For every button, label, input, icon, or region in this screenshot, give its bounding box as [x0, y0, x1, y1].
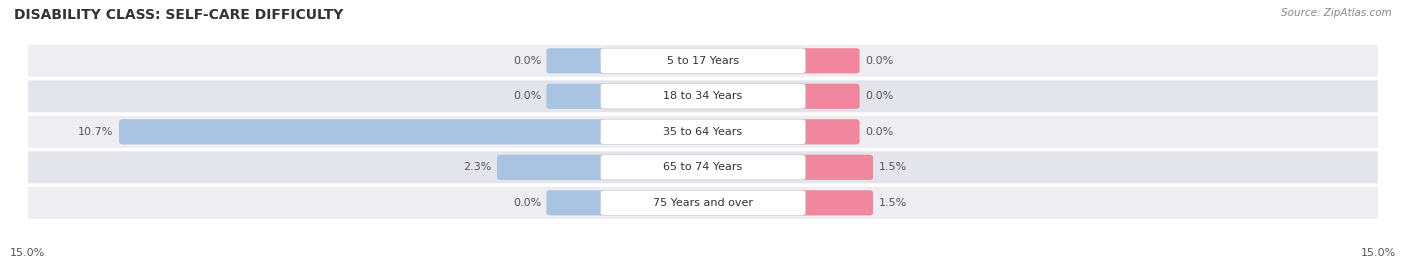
FancyBboxPatch shape: [600, 190, 806, 215]
FancyBboxPatch shape: [799, 119, 859, 144]
FancyBboxPatch shape: [28, 45, 1378, 77]
Text: Source: ZipAtlas.com: Source: ZipAtlas.com: [1281, 8, 1392, 18]
FancyBboxPatch shape: [799, 84, 859, 109]
Text: 1.5%: 1.5%: [879, 198, 907, 208]
Text: 75 Years and over: 75 Years and over: [652, 198, 754, 208]
FancyBboxPatch shape: [600, 155, 806, 180]
FancyBboxPatch shape: [547, 48, 607, 73]
Text: 65 to 74 Years: 65 to 74 Years: [664, 162, 742, 172]
FancyBboxPatch shape: [600, 119, 806, 144]
Text: 0.0%: 0.0%: [513, 198, 541, 208]
Text: 0.0%: 0.0%: [513, 91, 541, 101]
Text: 0.0%: 0.0%: [865, 91, 893, 101]
Text: 15.0%: 15.0%: [1361, 248, 1396, 258]
FancyBboxPatch shape: [28, 151, 1378, 183]
FancyBboxPatch shape: [496, 155, 607, 180]
Text: 0.0%: 0.0%: [865, 127, 893, 137]
Text: 15.0%: 15.0%: [10, 248, 45, 258]
FancyBboxPatch shape: [120, 119, 607, 144]
FancyBboxPatch shape: [547, 190, 607, 215]
Text: 5 to 17 Years: 5 to 17 Years: [666, 56, 740, 66]
FancyBboxPatch shape: [28, 187, 1378, 219]
Text: 2.3%: 2.3%: [463, 162, 492, 172]
Text: 0.0%: 0.0%: [865, 56, 893, 66]
Text: 0.0%: 0.0%: [513, 56, 541, 66]
Text: 10.7%: 10.7%: [79, 127, 114, 137]
FancyBboxPatch shape: [28, 116, 1378, 148]
FancyBboxPatch shape: [799, 48, 859, 73]
FancyBboxPatch shape: [799, 190, 873, 215]
FancyBboxPatch shape: [28, 80, 1378, 112]
Text: 35 to 64 Years: 35 to 64 Years: [664, 127, 742, 137]
Text: 18 to 34 Years: 18 to 34 Years: [664, 91, 742, 101]
Text: DISABILITY CLASS: SELF-CARE DIFFICULTY: DISABILITY CLASS: SELF-CARE DIFFICULTY: [14, 8, 343, 22]
FancyBboxPatch shape: [600, 84, 806, 109]
Text: 1.5%: 1.5%: [879, 162, 907, 172]
FancyBboxPatch shape: [799, 155, 873, 180]
FancyBboxPatch shape: [547, 84, 607, 109]
FancyBboxPatch shape: [600, 48, 806, 73]
